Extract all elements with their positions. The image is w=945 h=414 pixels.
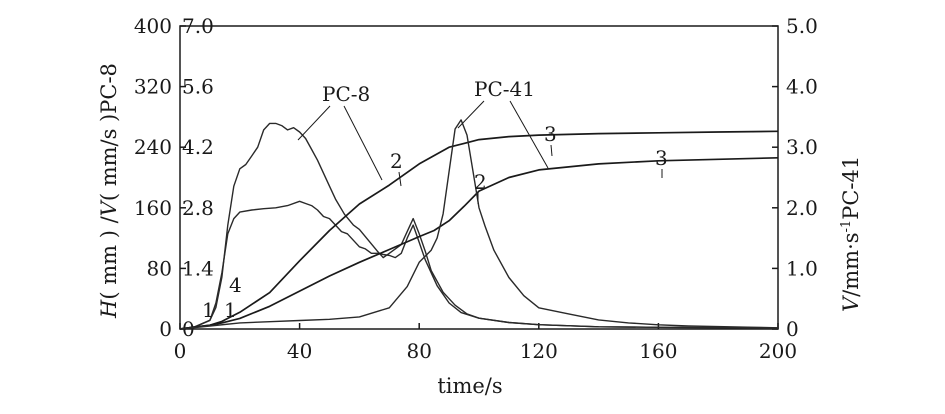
left-y-label-sep: / xyxy=(97,215,121,230)
leader-pc8-right xyxy=(343,105,383,181)
left-tick-label-h: 320 xyxy=(134,75,172,99)
right-tick-label: 3.0 xyxy=(786,135,818,159)
x-tick-label: 80 xyxy=(406,339,431,363)
x-tick-label: 120 xyxy=(520,339,558,363)
left-y-axis-label: H( mm ) /V( mm/s )PC-8 xyxy=(97,63,121,319)
left-y-label-mm2: ( mm/s ) xyxy=(97,114,121,201)
right-tick-label: 4.0 xyxy=(786,75,818,99)
x-axis-label: time/s xyxy=(437,374,502,398)
series-line-3 xyxy=(179,130,779,330)
annotation-3a: 3 xyxy=(544,122,557,146)
right-tick-label: 2.0 xyxy=(786,196,818,220)
left-y-label-tail: PC-8 xyxy=(97,63,121,114)
right-y-label-tail: PC-41 xyxy=(839,156,863,220)
left-tick-label-v: 4.2 xyxy=(182,135,214,159)
plot-frame xyxy=(179,25,779,330)
leader-pc8-left xyxy=(297,105,331,141)
annotation-1a: 1 xyxy=(202,298,215,322)
tick-3a xyxy=(550,144,553,157)
right-tick-label: 5.0 xyxy=(786,14,818,38)
left-tick-label-h: 0 xyxy=(159,317,172,341)
annotation-2a: 2 xyxy=(390,149,403,173)
x-tick-label: 160 xyxy=(639,339,677,363)
left-tick-label-v: 1.4 xyxy=(182,256,214,280)
left-y-label-mm1: ( mm ) xyxy=(97,230,121,300)
left-tick-label-v: 2.8 xyxy=(182,196,214,220)
annotations: PC-8 PC-41 1 1 4 2 2 3 3 xyxy=(202,77,668,322)
left-tick-label-h: 160 xyxy=(134,196,172,220)
annotation-pc41: PC-41 xyxy=(474,77,535,101)
x-axis-ticks: 0 40 80 120 160 200 xyxy=(174,323,797,363)
annotation-pc8: PC-8 xyxy=(322,82,370,106)
series-line-2 xyxy=(179,200,779,330)
left-tick-label-h: 80 xyxy=(147,256,172,280)
x-tick-label: 0 xyxy=(174,339,187,363)
right-tick-label: 1.0 xyxy=(786,256,818,280)
left-tick-label-v: 5.6 xyxy=(182,75,214,99)
tick-2a xyxy=(398,171,402,187)
left-tick-label-v: 7.0 xyxy=(182,14,214,38)
leader-pc41-right xyxy=(509,100,549,169)
series-line-4 xyxy=(179,156,779,330)
series-line-1 xyxy=(179,122,779,330)
right-y-label-unit: /mm·s xyxy=(839,232,863,296)
left-y-axis-ticks: 0 0 80 1.4 160 2.8 240 4.2 320 5.6 400 7.0 xyxy=(134,14,214,341)
annotation-3b: 3 xyxy=(655,146,668,170)
series-line-5 xyxy=(179,119,779,330)
right-y-label-v: V xyxy=(839,295,863,312)
right-y-axis-label: V/mm·s-1PC-41 xyxy=(839,156,863,312)
series-layer xyxy=(179,119,779,330)
x-tick-label: 200 xyxy=(759,339,797,363)
right-tick-label: 0 xyxy=(786,317,799,341)
left-y-label-h: H xyxy=(97,299,121,319)
left-tick-label-v: 0 xyxy=(182,317,195,341)
leader-pc41-left xyxy=(457,100,485,129)
left-tick-label-h: 400 xyxy=(134,14,172,38)
annotation-1b: 1 xyxy=(224,298,237,322)
left-tick-label-h: 240 xyxy=(134,135,172,159)
right-y-axis-ticks: 0 1.0 2.0 3.0 4.0 5.0 xyxy=(772,14,818,341)
annotation-2b: 2 xyxy=(474,170,487,194)
right-y-label-sup: -1 xyxy=(839,220,854,233)
x-tick-label: 40 xyxy=(287,339,312,363)
annotation-4: 4 xyxy=(229,273,242,297)
left-y-label-v: V xyxy=(97,199,121,216)
